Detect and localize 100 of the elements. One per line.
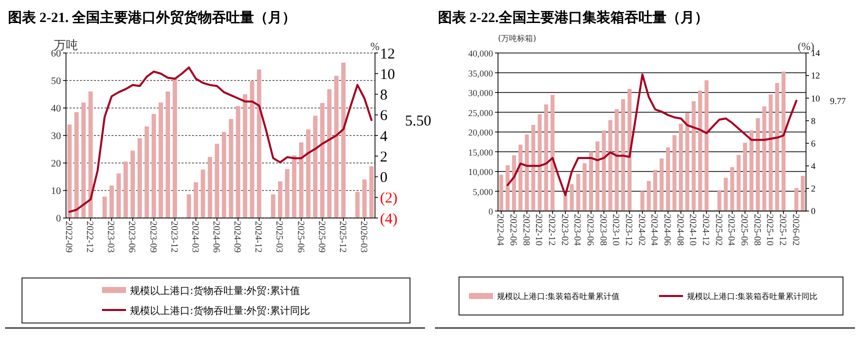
bar xyxy=(250,81,254,218)
bar xyxy=(749,130,754,211)
y2-tick-label: 6 xyxy=(811,138,816,148)
x-tick-label: 2026-03 xyxy=(358,221,368,253)
bar xyxy=(102,196,107,218)
line-series xyxy=(506,73,798,196)
x-tick-label: 2024-02 xyxy=(636,214,646,246)
bar xyxy=(320,103,325,218)
bar xyxy=(166,92,170,218)
bar xyxy=(736,154,741,211)
x-tick-label: 2025-02 xyxy=(712,214,723,246)
x-tick-label: 2025-10 xyxy=(764,214,774,246)
bar xyxy=(67,124,72,218)
y2-tick-label: 12 xyxy=(380,46,395,62)
y2-tick-label: 2 xyxy=(380,149,388,166)
bar xyxy=(130,150,135,218)
x-tick-label: 2023-08 xyxy=(597,214,608,246)
bar xyxy=(499,174,504,211)
bar xyxy=(214,144,220,218)
bar xyxy=(506,165,510,211)
x-tick-label: 2025-06 xyxy=(738,214,749,246)
bar xyxy=(724,178,728,211)
bar xyxy=(672,135,676,211)
x-tick-label: 2023-12 xyxy=(168,221,178,253)
bar xyxy=(595,141,600,211)
bar xyxy=(762,106,766,211)
y2-tick-label: 8 xyxy=(811,116,816,126)
bar xyxy=(538,114,542,211)
bar xyxy=(730,167,734,211)
bar xyxy=(704,80,709,211)
bar xyxy=(570,184,574,211)
y-tick-label: 50 xyxy=(51,76,61,87)
bar xyxy=(614,109,619,211)
x-tick-label: 2023-04 xyxy=(572,214,582,246)
bar xyxy=(685,112,690,211)
x-tick-label: 2023-12 xyxy=(623,214,634,246)
bar xyxy=(800,176,805,211)
bar xyxy=(640,191,644,211)
y2-tick-label: 12 xyxy=(811,70,820,81)
x-tick-label: 2023-10 xyxy=(610,214,620,246)
y2-tick-label: (2) xyxy=(380,190,398,207)
bar xyxy=(208,156,212,218)
legend-label: 规模以上港口:集装箱吞吐量累计同比 xyxy=(687,292,818,302)
text: 5.50 xyxy=(405,113,432,130)
bar xyxy=(660,158,664,211)
bar xyxy=(256,70,262,218)
x-tick-label: 2023-06 xyxy=(126,221,136,253)
y-tick-label: 0 xyxy=(56,214,61,224)
bar xyxy=(88,92,93,218)
x-tick-label: 2024-10 xyxy=(687,214,698,246)
bar xyxy=(582,163,587,211)
y-tick-label: 10 xyxy=(51,186,61,197)
bar xyxy=(743,142,748,211)
x-tick-label: 2026-02 xyxy=(790,214,800,246)
bar xyxy=(152,114,156,218)
y-tick-label: 0 xyxy=(488,206,494,216)
bar xyxy=(306,129,310,218)
bar xyxy=(628,88,632,211)
bar xyxy=(109,186,114,218)
x-tick-label: 2024-06 xyxy=(662,214,672,246)
bar xyxy=(576,174,580,211)
bar xyxy=(292,155,296,218)
x-tick-label: 2025-12 xyxy=(336,221,347,253)
y2-tick-label: 4 xyxy=(811,161,816,172)
bar xyxy=(144,126,149,218)
legend-label: 规模以上港口:货物吞吐量:外贸:累计同比 xyxy=(130,304,310,317)
bar xyxy=(186,194,192,218)
y-tick-label: 20,000 xyxy=(468,128,494,138)
x-tick-label: 2024-12 xyxy=(700,214,710,246)
bar xyxy=(782,72,786,211)
y2-tick-label: 4 xyxy=(380,128,388,145)
y-tick-label: 40,000 xyxy=(468,48,494,58)
bar xyxy=(242,94,248,218)
bar xyxy=(172,78,178,218)
y2-tick-label: 0 xyxy=(811,206,816,216)
bar xyxy=(158,102,163,218)
x-tick-label: 2023-09 xyxy=(147,221,158,253)
y2-tick-label: 2 xyxy=(811,184,816,194)
x-tick-label: 2024-03 xyxy=(189,221,200,253)
bar xyxy=(608,120,612,211)
x-tick-label: 2025-04 xyxy=(726,214,736,246)
bar xyxy=(116,173,121,218)
bar xyxy=(194,182,198,218)
y2-tick-label: 10 xyxy=(380,66,395,83)
x-tick-label: 2022-04 xyxy=(494,214,505,246)
x-tick-label: 2022-12 xyxy=(84,221,94,253)
bar xyxy=(602,130,606,211)
bar xyxy=(334,76,339,218)
x-tick-label: 2025-06 xyxy=(294,221,305,253)
line-series xyxy=(68,66,372,213)
y2-axis-title: (%) xyxy=(798,41,815,53)
x-tick-label: 2023-03 xyxy=(105,221,116,253)
bar xyxy=(544,104,548,211)
bar xyxy=(678,124,683,211)
bar xyxy=(278,181,282,218)
bar xyxy=(666,147,670,211)
bar xyxy=(653,170,658,211)
bar xyxy=(200,170,206,218)
y-tick-label: 35,000 xyxy=(468,68,494,78)
x-tick-label: 2025-08 xyxy=(751,214,762,246)
